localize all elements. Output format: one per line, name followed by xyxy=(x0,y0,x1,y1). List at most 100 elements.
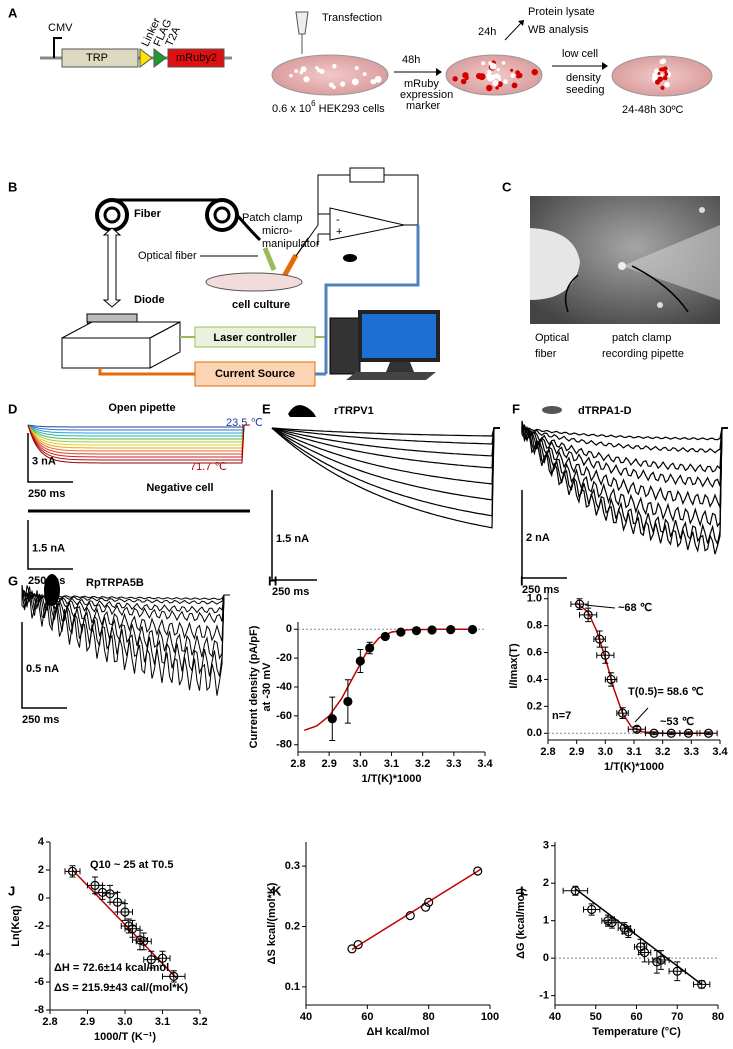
marker-label: expression xyxy=(400,89,453,101)
point xyxy=(570,886,580,896)
point xyxy=(617,708,628,718)
x-tick-label: 40 xyxy=(300,1011,312,1023)
y-tick-label: -2 xyxy=(34,920,44,932)
caption: Optical xyxy=(535,332,569,344)
arrow xyxy=(631,265,689,313)
x-tick-label: 3.2 xyxy=(192,1016,207,1028)
y-axis-label: Ln(Keq) xyxy=(10,905,22,947)
trace xyxy=(521,427,728,441)
point xyxy=(424,897,434,907)
cell xyxy=(485,84,493,92)
x-error-bar xyxy=(64,868,81,875)
panel-label: G xyxy=(8,573,18,588)
x-tick-label: 2.9 xyxy=(322,758,337,770)
annotation: ΔH = 72.6±14 kcal/mol xyxy=(54,962,169,974)
temp-label: 23.5 ℃ xyxy=(226,417,263,429)
dish xyxy=(205,272,303,292)
point xyxy=(697,979,707,989)
trace xyxy=(271,427,500,445)
panel-e: E rTRPV1 xyxy=(262,401,374,417)
trace xyxy=(21,593,230,605)
pipette-icon xyxy=(295,11,309,54)
point xyxy=(396,627,406,637)
x-error-bar xyxy=(579,611,598,618)
y-tick-label: 1 xyxy=(543,915,549,927)
trace xyxy=(271,427,500,457)
cell-image xyxy=(699,207,705,213)
arrowhead xyxy=(518,20,524,26)
y-tick-label: -40 xyxy=(276,681,292,693)
mouse-icon xyxy=(288,405,316,417)
y-axis-label: at -30 mV xyxy=(261,662,273,712)
cells-label: 0.6 x 106 HEK293 cells xyxy=(272,99,385,115)
scale-bar xyxy=(271,490,317,581)
chart: J 2.8 2.9 3.0 3.1 3.2 4 2 0 -2 -4 -6 -8 1000/T (K⁻¹) L… xyxy=(8,836,208,1043)
cell xyxy=(488,61,493,66)
x-tick-label: 60 xyxy=(630,1011,642,1023)
cell xyxy=(501,61,506,65)
screen xyxy=(362,314,436,358)
patch-label: micro- xyxy=(262,225,293,237)
y-tick-label: -1 xyxy=(539,990,549,1002)
point xyxy=(343,696,353,707)
trace xyxy=(27,424,250,431)
cell xyxy=(372,79,377,84)
bug-icon xyxy=(44,574,60,606)
cell xyxy=(475,72,483,80)
x-error-bar xyxy=(562,887,589,894)
x-tick-label: 80 xyxy=(423,1011,435,1023)
y-tick-label: 0.2 xyxy=(285,920,300,932)
wire xyxy=(324,225,420,374)
y-tick-label: 0.0 xyxy=(527,727,542,739)
point xyxy=(656,955,666,965)
trace-title: RpTRPA5B xyxy=(86,577,144,589)
chart: L 40 50 60 70 80 -1 0 1 2 3 Temperature (°C) ΔG (kca… xyxy=(515,840,724,1038)
trace xyxy=(521,426,728,454)
cell xyxy=(510,73,516,79)
scale-label: 250 ms xyxy=(22,714,59,726)
trace-title: dTRPA1-D xyxy=(578,405,632,417)
trace-title: Negative cell xyxy=(146,482,213,494)
stand xyxy=(386,362,414,372)
panel-label: F xyxy=(512,401,520,416)
scale-label: 250 ms xyxy=(522,584,559,596)
cell xyxy=(303,76,310,83)
fiber-tip-label: Optical fiber xyxy=(138,250,197,262)
chart: H 2.8 2.9 3.0 3.1 3.2 3.3 3.4 0 -20 -40 -60 -80 1/T(K… xyxy=(248,573,494,784)
arrow xyxy=(564,274,579,313)
cell xyxy=(497,75,501,79)
trace xyxy=(271,427,500,501)
x-tick-label: 3.4 xyxy=(712,746,728,758)
point xyxy=(355,656,365,666)
point xyxy=(640,947,650,958)
trace xyxy=(271,427,500,517)
point xyxy=(405,911,415,921)
fiber-coil xyxy=(95,198,129,232)
caption: recording pipette xyxy=(602,348,684,360)
y-tick-label: 2 xyxy=(38,864,44,876)
mruby-box xyxy=(167,48,225,68)
seeding-label: density xyxy=(566,72,601,84)
point xyxy=(157,953,168,963)
scale-label: 250 ms xyxy=(272,586,309,598)
point xyxy=(139,936,149,947)
scale-label: 250 ms xyxy=(28,488,65,500)
cell xyxy=(340,81,346,87)
trace xyxy=(21,594,230,601)
point xyxy=(623,927,633,937)
promoter-arrow xyxy=(53,37,62,58)
trace xyxy=(27,424,250,443)
scale-label: 250 ms xyxy=(28,575,65,587)
trace xyxy=(27,424,250,452)
cell xyxy=(510,68,514,72)
trace xyxy=(521,424,728,489)
y-tick-label: 1.0 xyxy=(527,593,542,605)
cells xyxy=(289,58,671,92)
cell xyxy=(660,85,665,90)
y-tick-label: -60 xyxy=(276,710,292,722)
point xyxy=(600,650,610,660)
scale-label: 3 nA xyxy=(32,455,56,467)
y-tick-label: 2 xyxy=(543,877,549,889)
y-tick-label: 0 xyxy=(543,952,549,964)
x-tick-label: 3.0 xyxy=(598,746,613,758)
